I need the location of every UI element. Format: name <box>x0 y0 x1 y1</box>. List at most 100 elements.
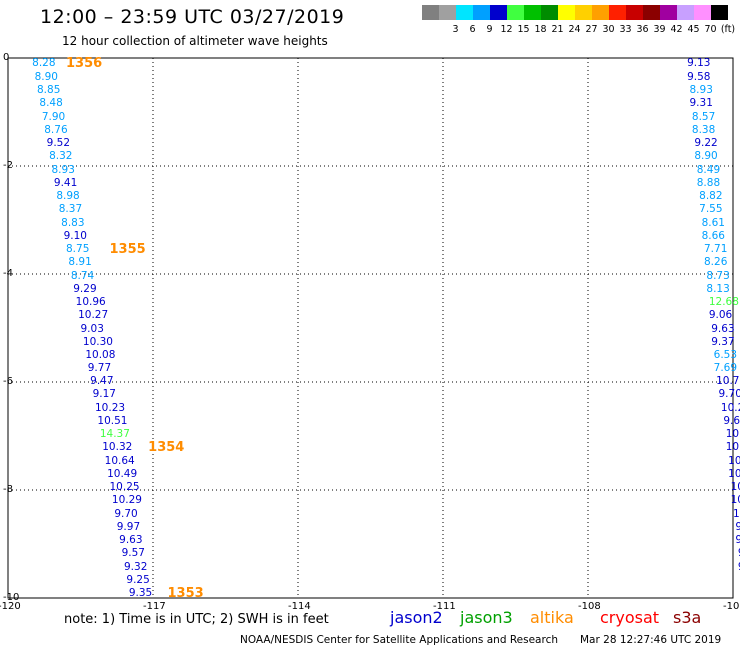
legend-label: 3 <box>452 24 459 35</box>
time-label: 1354 <box>148 440 185 456</box>
wave-height-label: 9.70 <box>114 507 138 520</box>
legend-label: 45 <box>687 24 700 35</box>
wave-height-label: 9.58 <box>687 70 711 83</box>
wave-height-label: 9.41 <box>53 176 78 189</box>
wave-height-label: 10.08 <box>85 349 116 361</box>
legend-swatch <box>575 5 592 20</box>
wave-height-label: 10.23 <box>95 401 126 414</box>
wave-height-label: 9 <box>738 561 740 573</box>
wave-height-label: 10.27 <box>78 309 109 322</box>
legend-swatch <box>507 5 524 20</box>
x-tick-label: -105 <box>723 601 740 612</box>
wave-height-label: 9.66 <box>723 414 740 427</box>
wave-height-label: 9.37 <box>711 335 735 348</box>
satellite-jason3: jason3 <box>460 608 513 627</box>
y-tick-label: 0 <box>3 52 10 63</box>
wave-height-label: 10.5 <box>730 494 740 507</box>
wave-height-label: 9.06 <box>708 309 733 322</box>
satellite-cryosat: cryosat <box>600 608 660 627</box>
wave-height-label: 6.53 <box>713 349 738 361</box>
wave-height-label: 10.5 <box>728 454 740 467</box>
legend-swatch <box>660 5 677 20</box>
wave-height-label: 9.03 <box>80 322 104 335</box>
wave-height-label: 8.66 <box>701 229 725 242</box>
wave-height-label: 8.74 <box>70 269 95 282</box>
y-tick-label: -10 <box>3 592 20 603</box>
legend-label: 15 <box>517 24 530 35</box>
wave-height-label: 9.70 <box>718 388 740 401</box>
wave-height-label: 8.73 <box>706 269 730 282</box>
satellite-jason2: jason2 <box>390 608 443 627</box>
wave-height-label: 8.91 <box>68 256 92 269</box>
y-tick-label: -2 <box>3 160 13 171</box>
legend-swatch <box>626 5 643 20</box>
x-tick-label: -120 <box>0 601 21 612</box>
wave-height-label: 7.69 <box>713 361 738 374</box>
wave-height-label: 10. <box>730 481 740 494</box>
wave-height-label: 8.57 <box>691 110 716 123</box>
wave-height-label: 8.49 <box>696 163 721 176</box>
legend-label: 24 <box>568 24 581 35</box>
wave-height-label: 9.31 <box>689 97 713 110</box>
wave-height-label: 10.32 <box>102 441 133 454</box>
wave-height-label: 9 <box>738 547 740 559</box>
wave-height-label: 10. <box>733 507 740 520</box>
credit-text: NOAA/NESDIS Center for Satellite Applica… <box>240 634 558 646</box>
wave-height-label: 8.48 <box>39 97 63 110</box>
legend-unit: (ft) <box>720 24 736 35</box>
legend-label: 39 <box>653 24 666 35</box>
y-tick-label: -6 <box>3 376 13 387</box>
legend-swatch <box>422 5 439 20</box>
wave-height-label: 10.25 <box>109 481 140 494</box>
y-tick-label: -8 <box>3 484 13 495</box>
wave-height-label: 10.29 <box>111 494 142 507</box>
legend-swatch <box>677 5 694 20</box>
legend-label: 6 <box>469 24 476 35</box>
wave-height-label: 10.96 <box>75 296 106 309</box>
legend-swatch <box>473 5 490 20</box>
timestamp: Mar 28 12:27:46 UTC 2019 <box>580 634 722 646</box>
wave-height-label: 9.52 <box>46 137 71 150</box>
wave-height-label: 8.93 <box>689 84 713 97</box>
page-title: 12:00 – 23:59 UTC 03/27/2019 <box>40 6 345 28</box>
wave-height-label: 9.63 <box>119 534 143 547</box>
legend-swatch <box>541 5 558 20</box>
wave-height-label: 9.17 <box>92 388 116 401</box>
legend-label: 9 <box>486 24 493 35</box>
x-tick-label: -111 <box>433 601 456 612</box>
wave-height-label: 9.32 <box>124 560 148 573</box>
wave-height-label: 8.93 <box>51 163 75 176</box>
wave-height-label: 8.82 <box>699 190 723 203</box>
plot-frame <box>7 57 734 599</box>
wave-height-label: 9.29 <box>73 282 97 295</box>
legend-swatch <box>490 5 507 20</box>
legend-label: 18 <box>534 24 547 35</box>
x-tick-label: -117 <box>143 601 166 612</box>
footnote: note: 1) Time is in UTC; 2) SWH is in fe… <box>64 612 329 627</box>
wave-height-label: 8.61 <box>701 216 725 229</box>
wave-height-label: 10.5 <box>728 467 740 480</box>
legend-swatch <box>524 5 541 20</box>
wave-height-label: 9.63 <box>711 322 735 335</box>
page-subtitle: 12 hour collection of altimeter wave hei… <box>62 34 328 48</box>
legend-swatch <box>456 5 473 20</box>
wave-height-label: 10.4 <box>725 428 740 441</box>
wave-height-label: 9. <box>735 534 740 547</box>
wave-height-label: 8.90 <box>694 150 718 163</box>
satellite-altika: altika <box>530 608 574 627</box>
time-label: 1356 <box>66 56 103 72</box>
wave-height-label: 8.32 <box>49 150 73 163</box>
wave-height-label: 9.97 <box>116 520 141 533</box>
wave-height-label: 10.30 <box>82 335 113 348</box>
wave-height-label: 8.88 <box>696 176 721 189</box>
wave-height-label: 9.25 <box>126 573 150 586</box>
wave-height-label: 10.79 <box>716 375 740 388</box>
legend-label: 27 <box>585 24 598 35</box>
wave-height-label: 14.37 <box>99 428 130 441</box>
legend-label: 42 <box>670 24 683 35</box>
wave-height-label: 8.85 <box>37 84 61 97</box>
legend-swatch <box>609 5 626 20</box>
time-label: 1353 <box>167 586 204 602</box>
